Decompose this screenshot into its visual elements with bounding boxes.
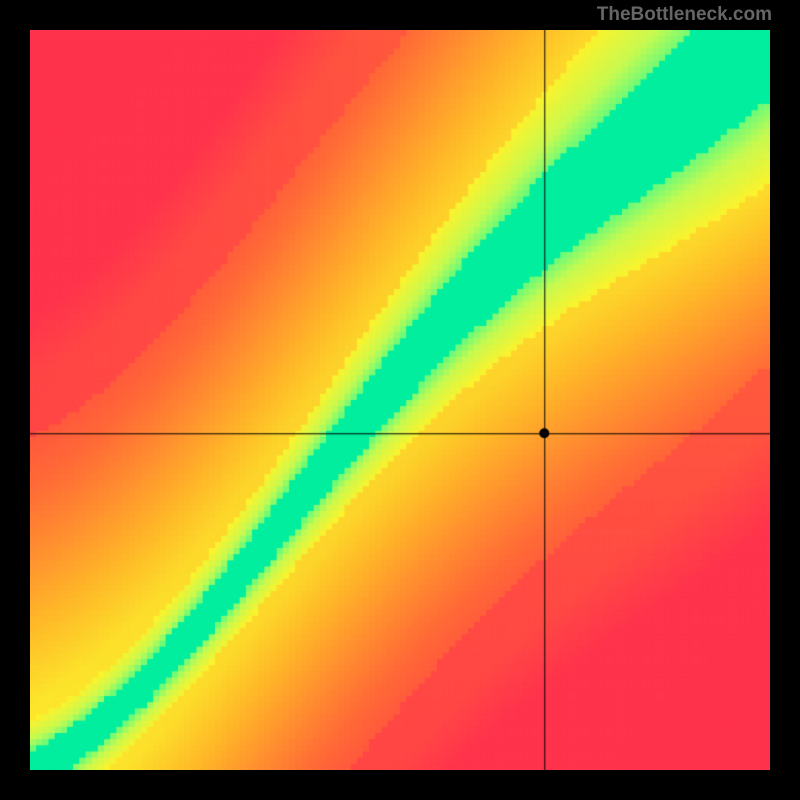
heatmap-canvas xyxy=(30,30,770,770)
watermark-label: TheBottleneck.com xyxy=(597,4,772,26)
heatmap-plot xyxy=(30,30,770,770)
chart-container: TheBottleneck.com xyxy=(0,0,800,800)
